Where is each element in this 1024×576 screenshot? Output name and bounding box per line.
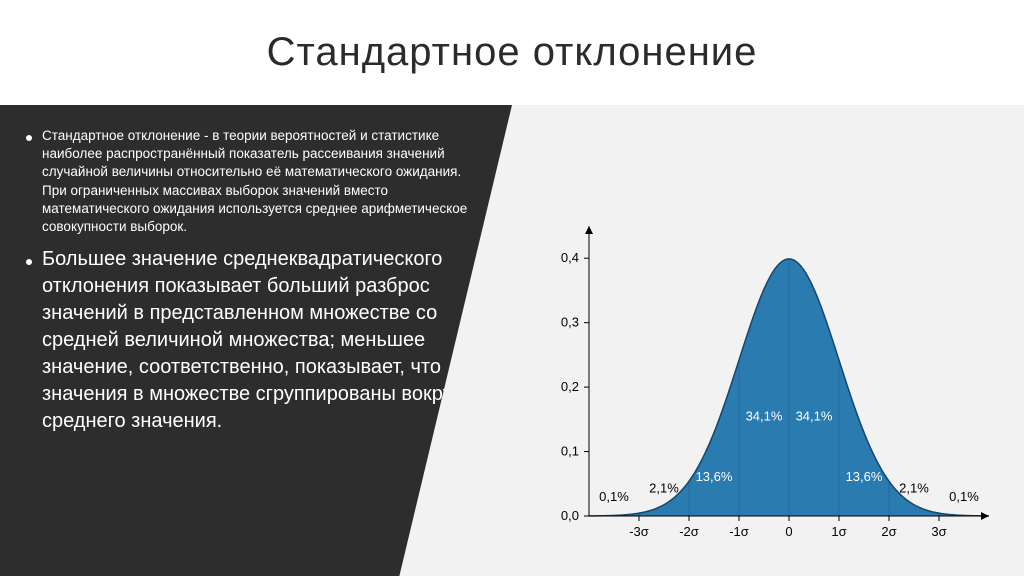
bullet-2-text: Большее значение среднеквадратического о… — [42, 246, 486, 435]
svg-text:13,6%: 13,6% — [846, 469, 883, 484]
bullet-dot-icon — [26, 259, 32, 265]
svg-text:0,1%: 0,1% — [599, 489, 629, 504]
svg-text:0,1%: 0,1% — [949, 489, 979, 504]
svg-text:0: 0 — [785, 524, 792, 539]
slide: Стандартное отклонение Стандартное откло… — [0, 0, 1024, 576]
svg-text:34,1%: 34,1% — [796, 409, 833, 424]
chart: 0,0 0,1 0,2 0,3 0,4 -3σ -2σ -1σ 0 1σ 2σ 3σ 0,1% 2,1% 1… — [534, 216, 1004, 556]
svg-text:0,4: 0,4 — [561, 250, 579, 265]
svg-text:0,2: 0,2 — [561, 379, 579, 394]
bullet-1-text: Стандартное отклонение - в теории вероят… — [42, 127, 486, 236]
svg-text:34,1%: 34,1% — [746, 409, 783, 424]
svg-text:1σ: 1σ — [831, 524, 846, 539]
svg-text:0,0: 0,0 — [561, 508, 579, 523]
svg-text:-2σ: -2σ — [679, 524, 699, 539]
bullet-dot-icon — [26, 135, 32, 141]
text-panel: Стандартное отклонение - в теории вероят… — [0, 105, 512, 576]
svg-text:2,1%: 2,1% — [899, 481, 929, 496]
svg-text:3σ: 3σ — [931, 524, 946, 539]
svg-text:-3σ: -3σ — [629, 524, 649, 539]
title-area: Стандартное отклонение — [0, 0, 1024, 105]
svg-text:2,1%: 2,1% — [649, 481, 679, 496]
svg-text:0,3: 0,3 — [561, 315, 579, 330]
svg-text:-1σ: -1σ — [729, 524, 749, 539]
svg-text:2σ: 2σ — [881, 524, 896, 539]
bullet-1: Стандартное отклонение - в теории вероят… — [26, 127, 486, 236]
page-title: Стандартное отклонение — [267, 30, 758, 75]
bullet-2: Большее значение среднеквадратического о… — [26, 246, 486, 435]
svg-text:13,6%: 13,6% — [696, 469, 733, 484]
svg-text:0,1: 0,1 — [561, 444, 579, 459]
normal-distribution-chart: 0,0 0,1 0,2 0,3 0,4 -3σ -2σ -1σ 0 1σ 2σ 3σ 0,1% 2,1% 1… — [534, 216, 1004, 556]
